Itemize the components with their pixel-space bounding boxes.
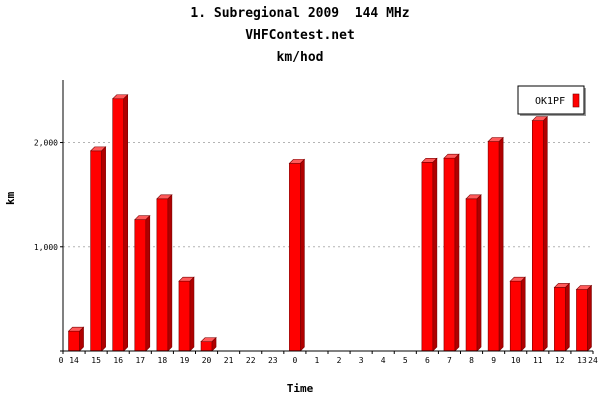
bar-front bbox=[200, 341, 213, 352]
chart-unit-title: km/hod bbox=[276, 50, 324, 65]
bar-side bbox=[587, 284, 592, 352]
x-tick-label: 3 bbox=[359, 356, 364, 365]
x-tick-label: 12 bbox=[555, 356, 565, 365]
bar-front bbox=[289, 163, 301, 352]
legend-entry-label: OK1PF bbox=[535, 96, 565, 107]
bar-front bbox=[134, 219, 147, 352]
x-tick-label: 11 bbox=[533, 356, 543, 365]
x-tick-label: 19 bbox=[180, 356, 190, 365]
x-tick-label: 23 bbox=[268, 356, 278, 365]
bar-front bbox=[554, 287, 566, 352]
bar bbox=[553, 282, 571, 352]
x-tick-label: 8 bbox=[469, 356, 474, 365]
bar bbox=[67, 326, 85, 352]
bar-side bbox=[432, 157, 438, 352]
bar bbox=[200, 336, 217, 352]
y-tick-label: 1,000 bbox=[34, 243, 58, 252]
bar bbox=[178, 276, 195, 352]
x-tick-label: 6 bbox=[425, 356, 430, 365]
x-start-label: 0 bbox=[59, 356, 64, 365]
bar bbox=[487, 136, 504, 352]
bar-front bbox=[90, 150, 102, 352]
bar bbox=[156, 194, 173, 352]
bar-front bbox=[576, 289, 588, 352]
bar-front bbox=[487, 141, 500, 352]
bar bbox=[509, 276, 526, 352]
bar-front bbox=[509, 280, 522, 352]
bar bbox=[111, 94, 129, 352]
chart-title: 1. Subregional 2009 144 MHz bbox=[190, 6, 410, 21]
x-tick-label: 2 bbox=[337, 356, 342, 365]
bar bbox=[134, 214, 151, 352]
x-tick-label: 13 bbox=[577, 356, 587, 365]
x-tick-label: 10 bbox=[511, 356, 521, 365]
bar-side bbox=[454, 153, 460, 352]
x-tick-label: 4 bbox=[381, 356, 386, 365]
x-tick-label: 5 bbox=[403, 356, 408, 365]
bar-front bbox=[465, 198, 478, 352]
x-tick-label: 9 bbox=[491, 356, 496, 365]
grid-lines bbox=[63, 142, 593, 248]
bar bbox=[288, 158, 306, 352]
bar-front bbox=[178, 280, 191, 352]
x-tick-label: 7 bbox=[447, 356, 452, 365]
bar-side bbox=[189, 276, 195, 352]
bar bbox=[89, 146, 107, 352]
x-tick-label: 22 bbox=[246, 356, 256, 365]
bar bbox=[465, 194, 482, 352]
bar-front bbox=[421, 162, 434, 352]
bar bbox=[575, 284, 593, 352]
y-tick-label: 2,000 bbox=[34, 139, 58, 148]
x-tick-label: 18 bbox=[158, 356, 168, 365]
bar-side bbox=[300, 158, 305, 352]
chart-subtitle: VHFContest.net bbox=[245, 28, 355, 43]
bar-side bbox=[520, 276, 526, 352]
bar-front bbox=[68, 330, 80, 352]
x-axis-label: Time bbox=[286, 382, 314, 395]
bar-front bbox=[156, 198, 169, 352]
bar-side bbox=[167, 194, 173, 352]
bar-side bbox=[101, 146, 106, 352]
x-tick-label: 15 bbox=[91, 356, 101, 365]
bar-side bbox=[79, 326, 84, 352]
bar-side bbox=[542, 115, 548, 352]
legend-swatch bbox=[572, 93, 580, 108]
x-tick-label: 1 bbox=[315, 356, 320, 365]
bars bbox=[67, 94, 593, 352]
bar-side bbox=[498, 136, 504, 352]
bar-front bbox=[112, 98, 125, 352]
bar-front bbox=[443, 157, 456, 352]
bar-side bbox=[565, 282, 570, 352]
bar-side bbox=[476, 194, 482, 352]
bar-side bbox=[145, 214, 151, 352]
bar bbox=[421, 157, 438, 352]
x-tick-label: 20 bbox=[202, 356, 212, 365]
bar bbox=[531, 115, 549, 352]
bar-side bbox=[211, 336, 217, 352]
x-tick-label: 17 bbox=[135, 356, 145, 365]
bar-side bbox=[123, 94, 129, 352]
x-tick-label: 14 bbox=[69, 356, 79, 365]
legend: OK1PF bbox=[517, 85, 586, 116]
x-tick-label: 16 bbox=[113, 356, 123, 365]
x-tick-label: 21 bbox=[224, 356, 234, 365]
x-end-label: 24 bbox=[588, 356, 598, 365]
x-tick-label: 0 bbox=[292, 356, 297, 365]
bar bbox=[443, 153, 460, 352]
bar-front bbox=[531, 120, 544, 352]
